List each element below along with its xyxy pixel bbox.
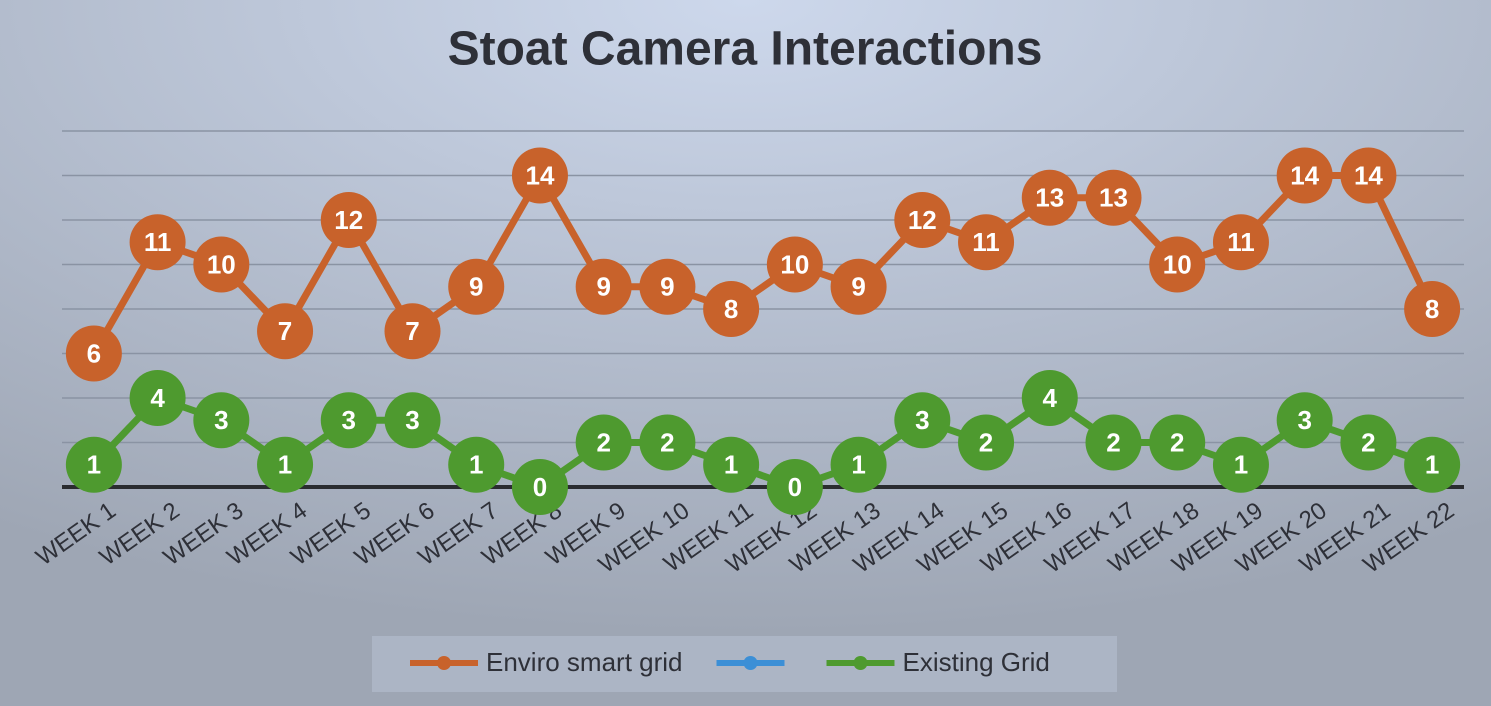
marker [830, 258, 887, 315]
marker [448, 436, 505, 493]
data-label: 2 [596, 427, 610, 457]
marker [65, 325, 122, 382]
legend-marker [853, 656, 868, 670]
marker [320, 192, 377, 248]
data-label: 11 [144, 227, 172, 257]
data-label: 12 [334, 205, 363, 235]
data-label: 3 [214, 405, 228, 435]
marker [1149, 236, 1206, 293]
data-label: 1 [851, 450, 865, 480]
marker [766, 459, 823, 515]
data-label: 3 [342, 405, 356, 435]
marker [193, 392, 250, 449]
data-label: 1 [1425, 450, 1439, 480]
data-label: 1 [724, 450, 738, 480]
marker [65, 436, 122, 493]
data-label: 6 [87, 338, 101, 368]
data-label: 11 [972, 227, 1000, 257]
marker [703, 436, 760, 493]
data-label: 9 [469, 272, 483, 302]
data-label: 1 [469, 450, 483, 480]
legend-label: Enviro smart grid [486, 647, 683, 677]
data-label: 1 [1234, 450, 1248, 480]
marker [193, 236, 250, 293]
marker [1212, 436, 1269, 493]
marker [1085, 169, 1142, 226]
data-label: 7 [405, 316, 419, 346]
marker [1021, 169, 1078, 226]
data-label: 7 [278, 316, 292, 346]
marker [766, 236, 823, 293]
data-label: 9 [851, 272, 865, 302]
data-label: 3 [405, 405, 419, 435]
legend-marker [743, 656, 758, 670]
marker [511, 459, 568, 515]
data-label: 10 [207, 249, 236, 279]
data-label: 8 [1425, 294, 1439, 324]
data-label: 4 [1043, 383, 1058, 413]
data-label: 2 [979, 427, 993, 457]
data-label: 2 [1361, 427, 1375, 457]
data-label: 0 [533, 472, 547, 502]
data-label: 13 [1035, 183, 1064, 213]
marker [575, 414, 632, 471]
data-label: 4 [150, 383, 165, 413]
marker [1085, 414, 1142, 471]
marker [575, 258, 632, 315]
marker [1276, 147, 1333, 204]
legend-label: Existing Grid [903, 647, 1050, 677]
marker [1404, 281, 1461, 337]
series-line [90, 172, 1436, 356]
marker [1149, 414, 1206, 471]
marker [1340, 414, 1397, 471]
marker [1212, 214, 1269, 271]
data-label: 10 [780, 249, 809, 279]
data-label: 14 [525, 160, 554, 190]
data-label: 2 [660, 427, 674, 457]
marker [639, 258, 696, 315]
data-label: 1 [278, 450, 292, 480]
marker [894, 192, 951, 248]
marker [1404, 436, 1461, 493]
data-label: 10 [1163, 249, 1192, 279]
marker [1276, 392, 1333, 449]
data-label: 9 [660, 272, 674, 302]
marker [703, 281, 760, 337]
data-label: 13 [1099, 183, 1128, 213]
data-label: 3 [915, 405, 929, 435]
data-label: 8 [724, 294, 738, 324]
data-label: 2 [1170, 427, 1184, 457]
marker [129, 370, 186, 426]
marker [257, 303, 314, 360]
data-label: 0 [788, 472, 802, 502]
marker [1021, 370, 1078, 426]
marker [320, 392, 377, 449]
marker [384, 303, 441, 360]
data-label: 9 [596, 272, 610, 302]
legend-marker [437, 656, 451, 670]
marker [639, 414, 696, 471]
data-label: 11 [1227, 227, 1255, 257]
marker [257, 436, 314, 493]
series-line [91, 394, 1434, 491]
marker [894, 392, 951, 449]
data-label: 14 [1354, 160, 1383, 190]
data-label: 3 [1297, 405, 1311, 435]
data-label: 12 [908, 205, 937, 235]
marker [511, 147, 568, 204]
marker [384, 392, 441, 449]
marker [448, 258, 505, 315]
data-label: 1 [87, 450, 101, 480]
marker [958, 414, 1015, 471]
data-label: 2 [1106, 427, 1120, 457]
marker [1340, 147, 1397, 204]
chart-title: Stoat Camera Interactions [448, 23, 1043, 76]
data-label: 14 [1290, 160, 1319, 190]
marker [830, 436, 887, 493]
marker [958, 214, 1015, 271]
marker [129, 214, 186, 271]
